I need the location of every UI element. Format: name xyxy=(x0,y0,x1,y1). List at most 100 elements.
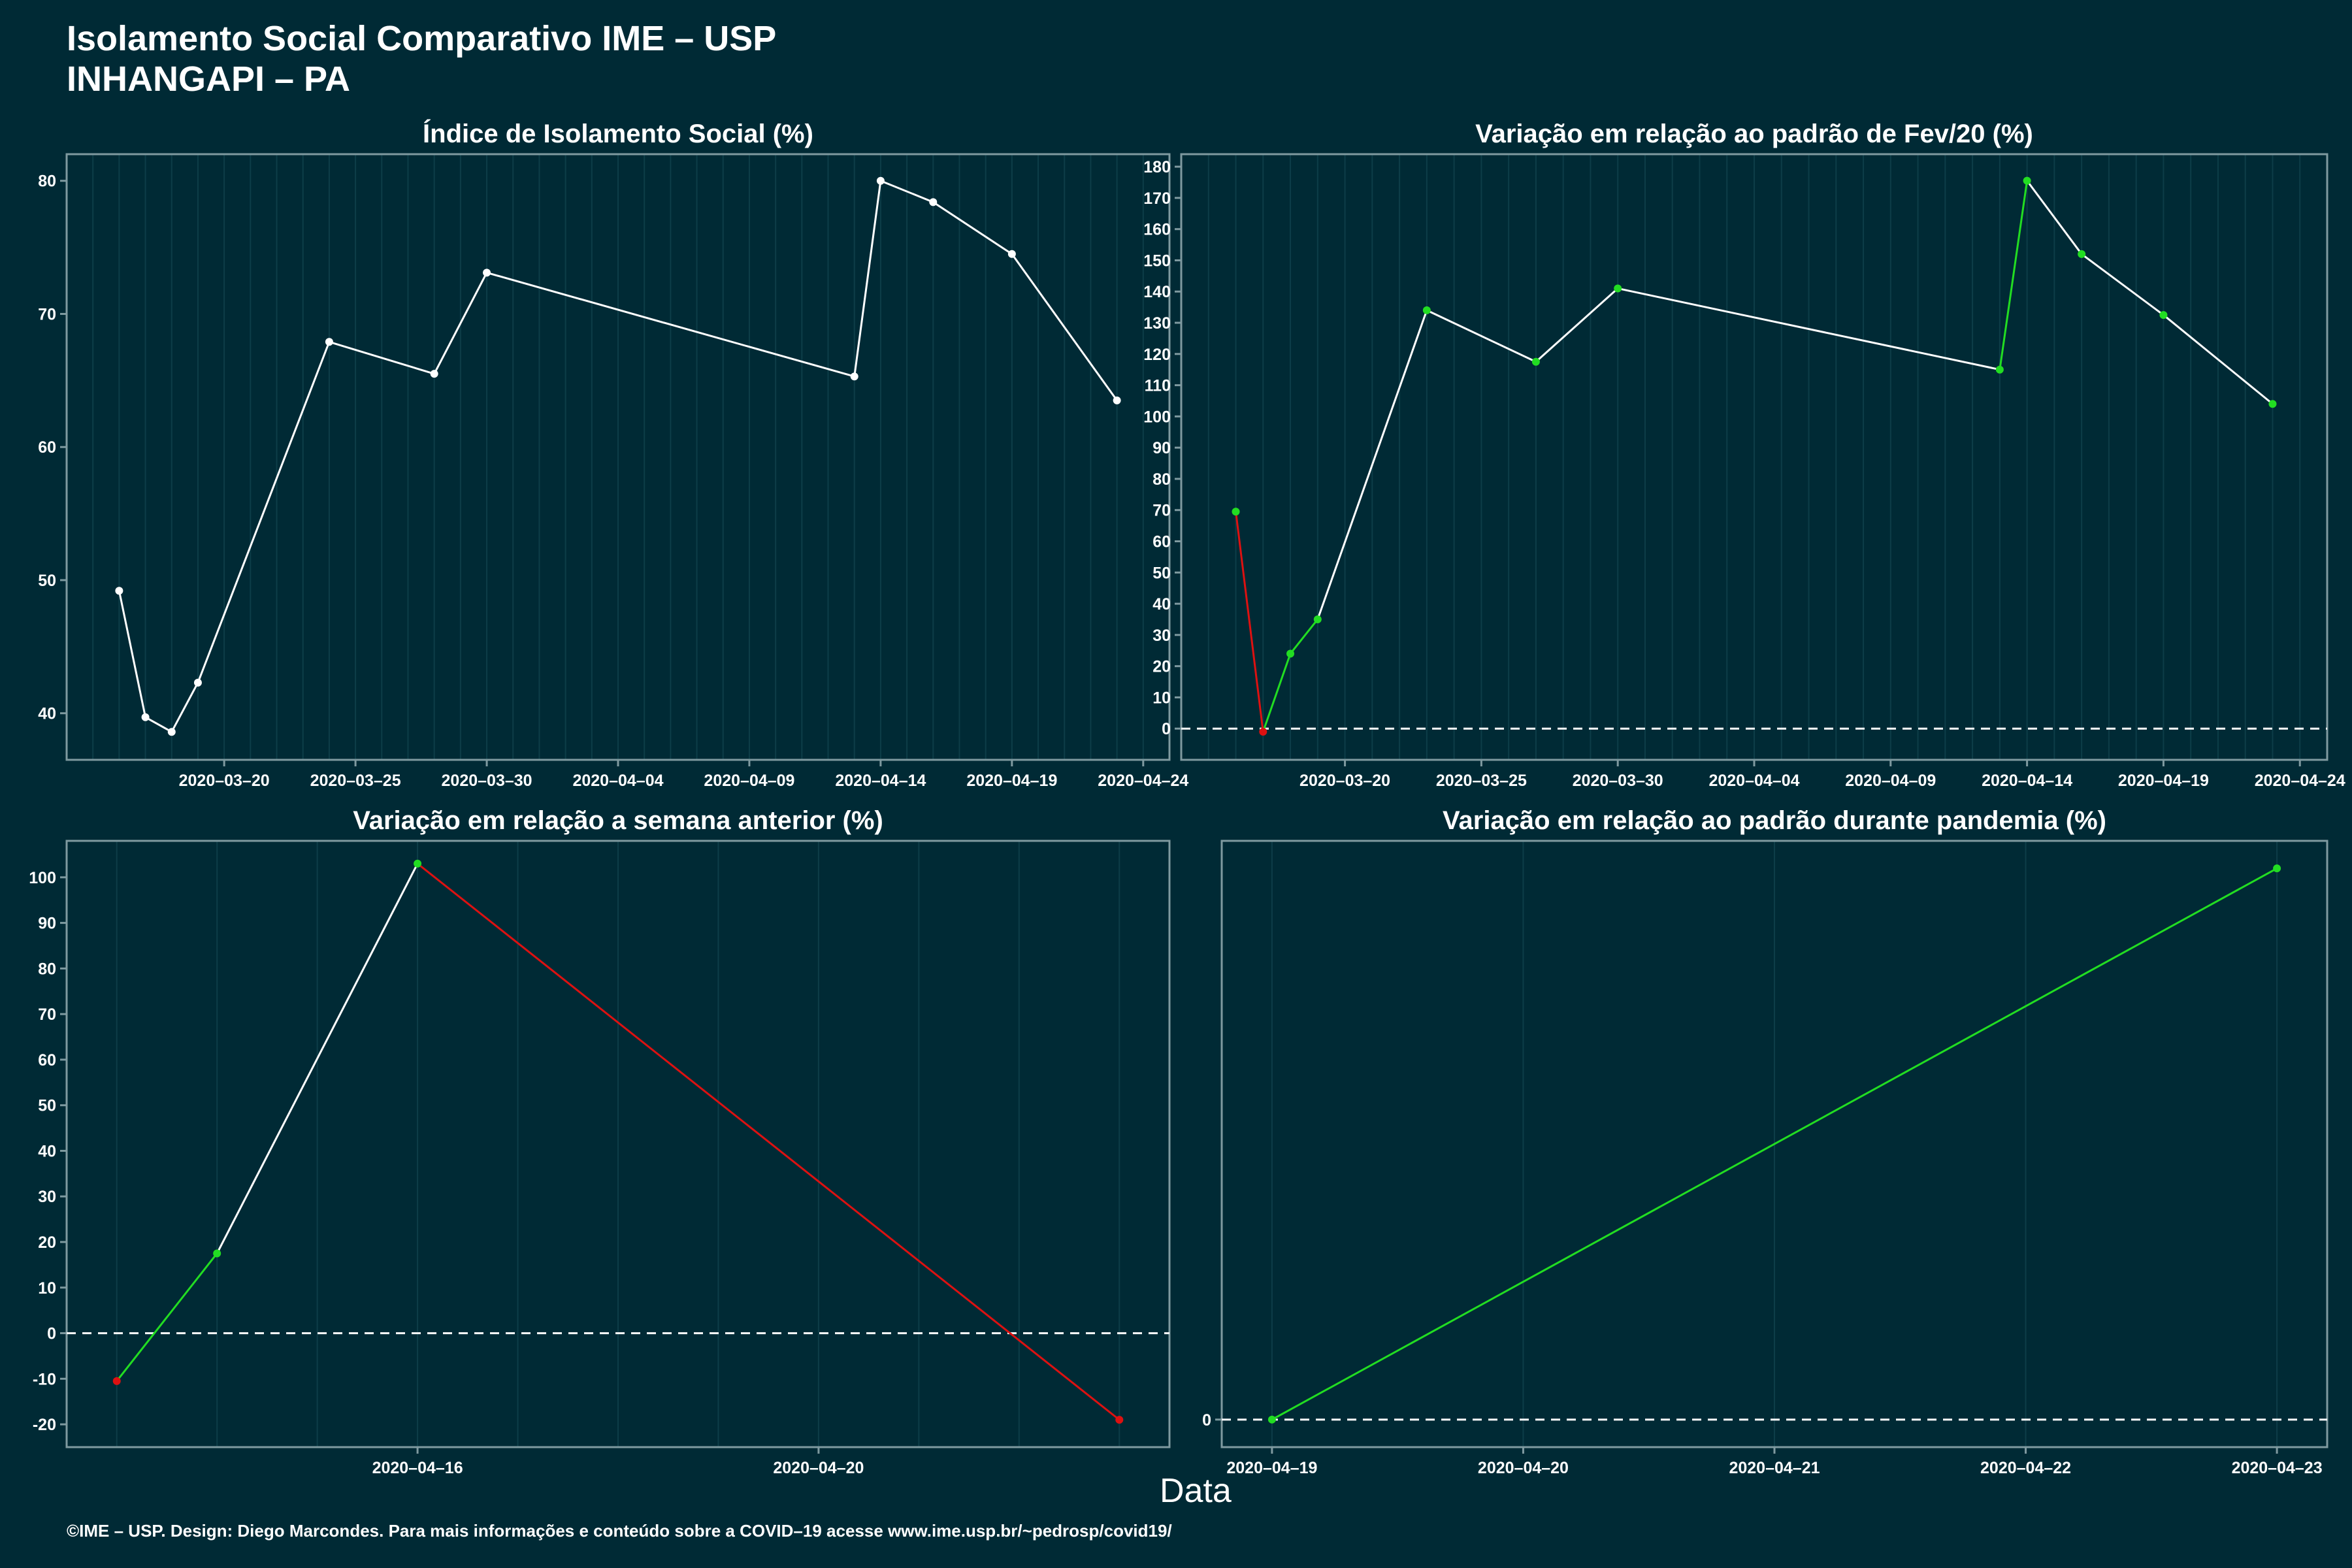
x-tick-label: 2020–04–19 xyxy=(1226,1459,1317,1477)
panel-title: Variação em relação a semana anterior (%… xyxy=(353,806,883,835)
x-tick-label: 2020–04–20 xyxy=(773,1459,864,1477)
data-point xyxy=(430,370,438,378)
data-point xyxy=(1286,649,1295,658)
series-segment xyxy=(116,1252,218,1382)
series-segment xyxy=(1235,511,1264,732)
y-tick-label: 20 xyxy=(1152,658,1171,676)
y-tick-label: 50 xyxy=(1152,564,1171,582)
series-segment xyxy=(118,590,147,718)
series-segment xyxy=(433,272,488,374)
x-tick-label: 2020–03–20 xyxy=(179,772,270,790)
x-tick-label: 2020–03–25 xyxy=(1436,772,1527,790)
panel-title: Variação em relação ao padrão durante pa… xyxy=(1443,806,2106,835)
y-tick-label: 130 xyxy=(1143,314,1171,333)
series-segment xyxy=(853,180,882,377)
x-tick-label: 2020–04–20 xyxy=(1478,1459,1569,1477)
series-segment xyxy=(216,863,419,1254)
x-tick-label: 2020–04–22 xyxy=(1980,1459,2071,1477)
data-point xyxy=(1232,508,1240,516)
y-tick-label: 170 xyxy=(1143,189,1171,208)
panel-title: Índice de Isolamento Social (%) xyxy=(423,119,813,148)
chart-title: Isolamento Social Comparativo IME – USP xyxy=(67,19,777,58)
data-point xyxy=(1995,365,2004,374)
series-segment xyxy=(1999,180,2029,370)
series-segment xyxy=(880,180,934,203)
data-point xyxy=(1113,396,1121,404)
y-tick-label: 70 xyxy=(38,305,56,323)
series-segment xyxy=(932,201,1013,255)
y-tick-label: -20 xyxy=(33,1416,56,1434)
y-tick-label: 50 xyxy=(38,572,56,590)
y-tick-label: 60 xyxy=(38,1051,56,1070)
x-tick-label: 2020–04–14 xyxy=(1982,772,2072,790)
y-tick-label: 50 xyxy=(38,1097,56,1115)
y-tick-label: 40 xyxy=(38,1142,56,1160)
y-tick-label: 10 xyxy=(38,1279,56,1298)
data-point xyxy=(112,1377,121,1385)
chart-panel-4: Variação em relação ao padrão durante pa… xyxy=(1202,806,2328,1477)
data-point xyxy=(1007,250,1016,258)
footer-credit: ©IME – USP. Design: Diego Marcondes. Par… xyxy=(67,1521,1172,1541)
data-point xyxy=(141,713,150,721)
data-point xyxy=(2159,311,2168,319)
series-segment xyxy=(2163,314,2274,405)
y-tick-label: 10 xyxy=(1152,689,1171,707)
data-point xyxy=(213,1249,221,1258)
y-tick-label: 40 xyxy=(38,705,56,723)
y-tick-label: 80 xyxy=(38,172,56,191)
x-tick-label: 2020–04–04 xyxy=(572,772,663,790)
y-tick-label: 60 xyxy=(1152,533,1171,551)
y-tick-label: 150 xyxy=(1143,252,1171,270)
series-segment xyxy=(2026,180,2083,255)
y-tick-label: 160 xyxy=(1143,221,1171,239)
series-segment xyxy=(1535,287,1619,363)
data-point xyxy=(167,728,176,736)
y-tick-label: 110 xyxy=(1145,377,1171,395)
data-point xyxy=(2078,250,2086,258)
x-tick-label: 2020–03–30 xyxy=(1573,772,1663,790)
x-tick-label: 2020–04–24 xyxy=(2255,772,2345,790)
series-segment xyxy=(1316,310,1428,620)
series-segment xyxy=(1262,653,1292,732)
y-tick-label: 60 xyxy=(38,438,56,457)
y-tick-label: 0 xyxy=(47,1325,56,1343)
chart-panel-2: Variação em relação ao padrão de Fev/20 … xyxy=(1143,120,2345,790)
y-tick-label: 100 xyxy=(29,869,56,887)
data-point xyxy=(1422,306,1431,314)
data-point xyxy=(1531,357,1540,366)
data-point xyxy=(2268,400,2277,408)
data-point xyxy=(414,859,422,868)
x-tick-label: 2020–04–24 xyxy=(1098,772,1188,790)
data-point xyxy=(929,198,938,206)
data-point xyxy=(850,372,858,381)
chart-panel-1: Índice de Isolamento Social (%) 40 50 60 70 8… xyxy=(38,119,1188,790)
series-segment xyxy=(1271,867,2278,1421)
x-axis-label: Data xyxy=(1160,1472,1232,1510)
series-segment xyxy=(329,340,435,375)
series-segment xyxy=(1426,309,1537,363)
y-tick-label: 70 xyxy=(1152,502,1171,520)
series-segment xyxy=(144,716,172,733)
x-tick-label: 2020–03–25 xyxy=(310,772,401,790)
data-point xyxy=(1259,727,1267,736)
x-tick-label: 2020–04–19 xyxy=(966,772,1057,790)
chart-panel-3: Variação em relação a semana anterior (%… xyxy=(29,806,1171,1477)
series-segment xyxy=(1289,619,1318,655)
series-segment xyxy=(197,341,331,683)
chart-subtitle: INHANGAPI – PA xyxy=(67,59,351,99)
data-point xyxy=(115,587,123,595)
y-tick-label: 140 xyxy=(1143,283,1171,301)
y-tick-label: 120 xyxy=(1143,346,1171,364)
y-tick-label: 180 xyxy=(1143,158,1171,176)
x-tick-label: 2020–04–23 xyxy=(2232,1459,2323,1477)
data-point xyxy=(2023,176,2031,185)
y-tick-label: 20 xyxy=(38,1233,56,1252)
data-point xyxy=(325,338,333,346)
data-point xyxy=(1267,1415,1276,1424)
data-point xyxy=(1115,1416,1124,1424)
series-segment xyxy=(171,682,199,732)
y-tick-label: 40 xyxy=(1152,595,1171,613)
y-tick-label: 80 xyxy=(38,960,56,978)
y-tick-label: 30 xyxy=(1152,627,1171,645)
y-tick-label: 80 xyxy=(1152,470,1171,489)
